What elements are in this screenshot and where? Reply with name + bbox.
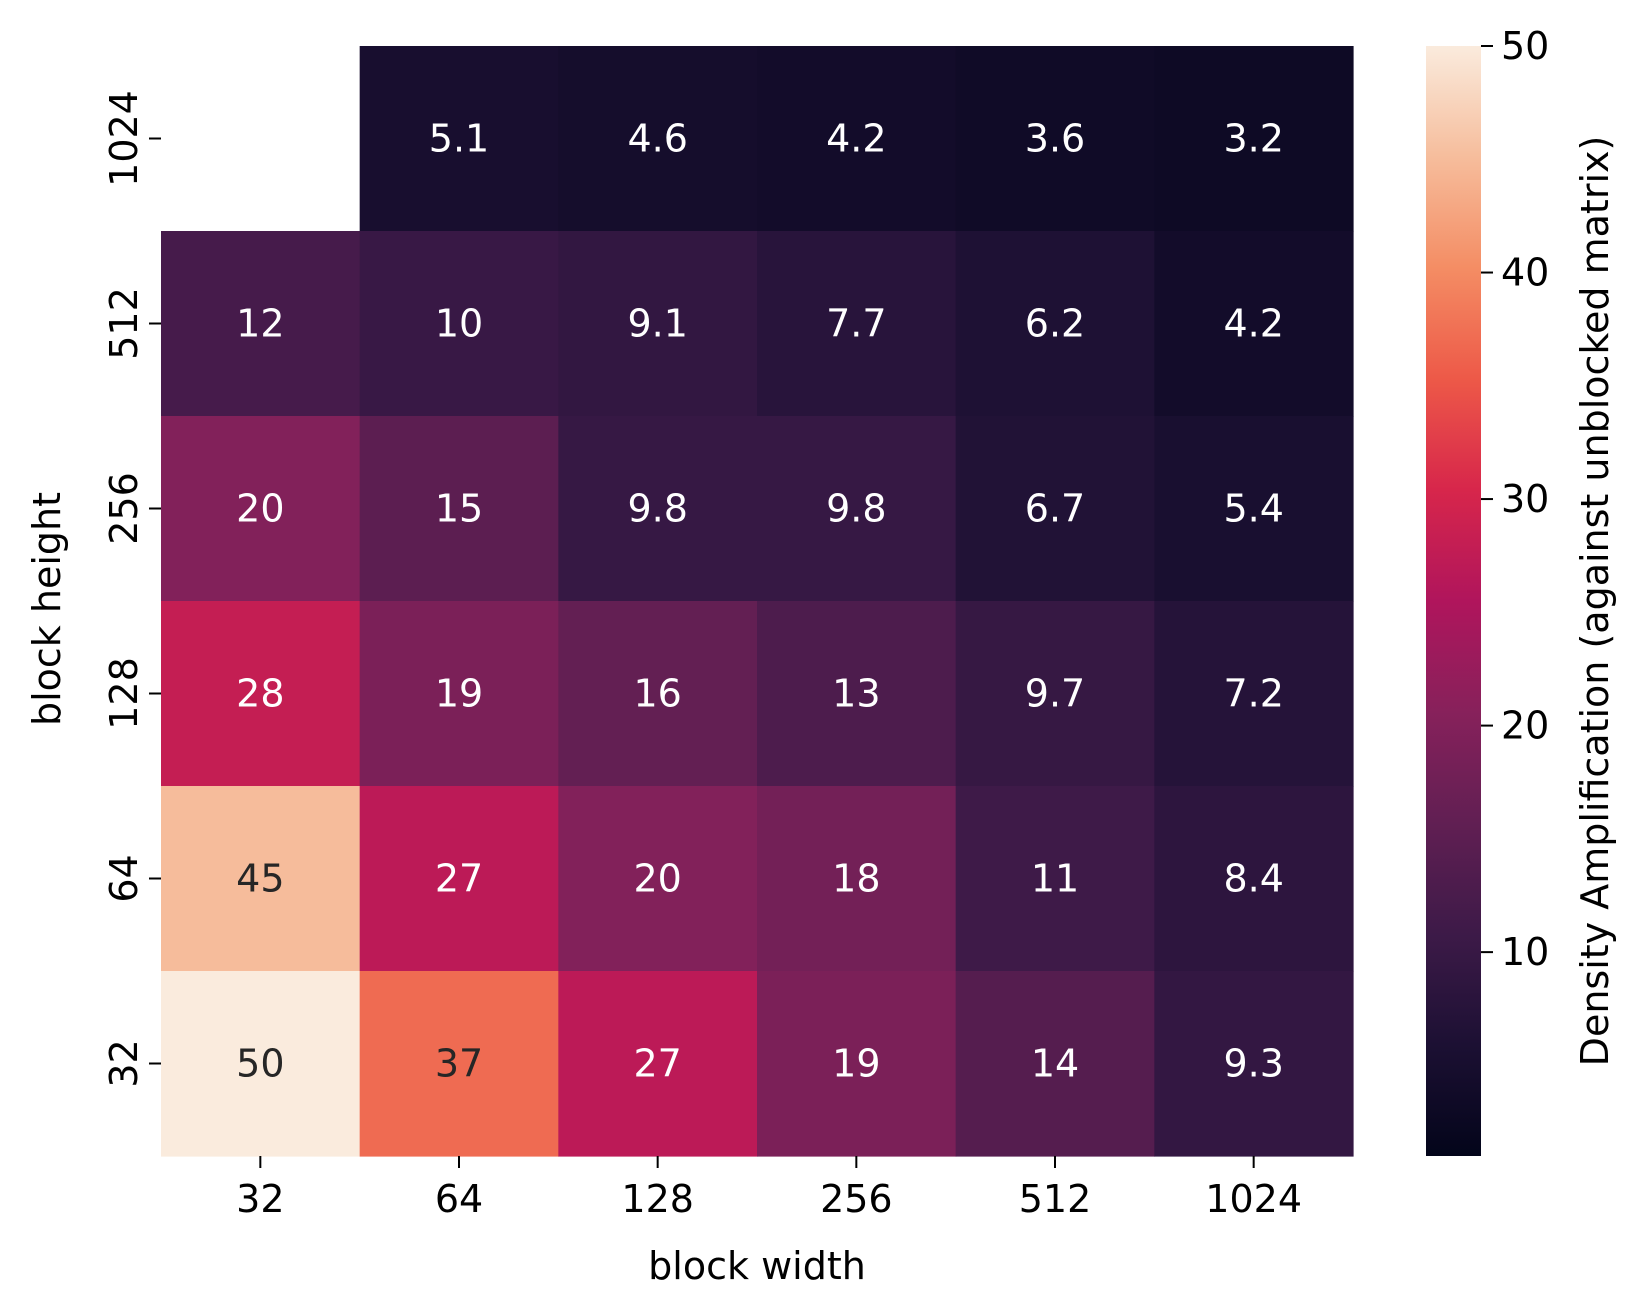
cell-value-label: 4.2 <box>1223 302 1283 346</box>
cell-value-label: 14 <box>1031 1042 1079 1086</box>
cell-value-label: 8.4 <box>1223 857 1283 901</box>
heatmap-cell <box>1154 601 1354 787</box>
cell-value-label: 3.2 <box>1223 117 1283 161</box>
heatmap-cell <box>161 231 361 417</box>
heatmap-cells: 5.1 4.6 4.2 3.6 3.2 12 10 9.1 7.7 6.2 4.2 20 15 9.8 9.… <box>161 46 1354 1157</box>
colorbar-label: Density Amplification (against unblocked… <box>1573 136 1617 1067</box>
x-tick-label: 1024 <box>1205 1177 1302 1221</box>
heatmap-cell <box>955 231 1155 417</box>
cell-value-label: 3.6 <box>1025 117 1085 161</box>
heatmap-cell <box>359 786 559 972</box>
heatmap-cell <box>955 786 1155 972</box>
cell-value-label: 7.7 <box>826 302 886 346</box>
y-tick-label: 64 <box>102 854 146 902</box>
heatmap-cell <box>955 971 1155 1157</box>
heatmap-cell <box>1154 416 1354 602</box>
cell-value-label: 9.3 <box>1223 1042 1283 1086</box>
heatmap-cell <box>558 416 758 602</box>
heatmap-cell <box>757 601 957 787</box>
cell-value-label: 9.8 <box>627 487 687 531</box>
heatmap-cell <box>558 601 758 787</box>
x-axis-label: block width <box>648 1244 866 1288</box>
x-axis: 32 64 128 256 512 1024 <box>236 1156 1302 1221</box>
cell-value-label: 19 <box>435 672 483 716</box>
cell-value-label: 9.7 <box>1025 672 1085 716</box>
heatmap-cell <box>161 601 361 787</box>
cell-value-label: 12 <box>236 302 284 346</box>
heatmap-cell <box>757 416 957 602</box>
heatmap-cell <box>955 601 1155 787</box>
heatmap-cell <box>757 786 957 972</box>
cell-value-label: 11 <box>1031 857 1079 901</box>
heatmap-cell <box>955 46 1155 232</box>
heatmap-cell <box>359 971 559 1157</box>
x-tick-label: 128 <box>621 1177 694 1221</box>
cell-value-label: 15 <box>435 487 483 531</box>
cell-value-label: 19 <box>832 1042 880 1086</box>
cell-value-label: 9.1 <box>627 302 687 346</box>
cell-value-label: 28 <box>236 672 284 716</box>
heatmap-cell <box>558 46 758 232</box>
heatmap-cell <box>1154 971 1354 1157</box>
colorbar-tick-label: 50 <box>1501 24 1549 68</box>
y-axis-label: block height <box>25 492 69 726</box>
cell-value-label: 4.2 <box>826 117 886 161</box>
colorbar-ticks: 10 20 30 40 50 <box>1481 24 1549 974</box>
colorbar <box>1426 46 1481 1156</box>
y-tick-label: 1024 <box>102 90 146 187</box>
cell-value-label: 37 <box>435 1042 483 1086</box>
y-tick-label: 256 <box>102 472 146 545</box>
cell-value-label: 27 <box>633 1042 681 1086</box>
cell-value-label: 5.4 <box>1223 487 1283 531</box>
cell-value-label: 6.2 <box>1025 302 1085 346</box>
heatmap-cell <box>161 971 361 1157</box>
heatmap-cell <box>161 416 361 602</box>
heatmap-cell <box>359 46 559 232</box>
heatmap-cell <box>1154 786 1354 972</box>
heatmap-cell <box>359 231 559 417</box>
heatmap-cell <box>359 601 559 787</box>
cell-value-label: 27 <box>435 857 483 901</box>
cell-value-label: 16 <box>633 672 681 716</box>
cell-value-label: 10 <box>435 302 483 346</box>
y-tick-label: 32 <box>102 1039 146 1087</box>
cell-value-label: 6.7 <box>1025 487 1085 531</box>
colorbar-tick-label: 30 <box>1501 477 1549 521</box>
y-tick-label: 512 <box>102 287 146 360</box>
x-tick-label: 64 <box>435 1177 483 1221</box>
heatmap-cell <box>757 971 957 1157</box>
x-tick-label: 256 <box>820 1177 893 1221</box>
cell-value-label: 18 <box>832 857 880 901</box>
heatmap-cell <box>558 231 758 417</box>
colorbar-tick-label: 40 <box>1501 251 1549 295</box>
heatmap-cell <box>1154 231 1354 417</box>
heatmap-cell <box>359 416 559 602</box>
cell-value-label: 4.6 <box>627 117 687 161</box>
heatmap-cell <box>161 786 361 972</box>
colorbar-tick-label: 20 <box>1501 704 1549 748</box>
heatmap-cell <box>1154 46 1354 232</box>
cell-value-label: 5.1 <box>429 117 489 161</box>
colorbar-tick-label: 10 <box>1501 930 1549 974</box>
cell-value-label: 45 <box>236 857 284 901</box>
y-tick-label: 128 <box>102 657 146 730</box>
x-tick-label: 512 <box>1019 1177 1092 1221</box>
x-tick-label: 32 <box>236 1177 284 1221</box>
cell-value-label: 13 <box>832 672 880 716</box>
heatmap-cell <box>955 416 1155 602</box>
cell-value-label: 7.2 <box>1223 672 1283 716</box>
cell-value-label: 50 <box>236 1042 284 1086</box>
cell-value-label: 20 <box>236 487 284 531</box>
heatmap-cell <box>558 786 758 972</box>
heatmap-cell <box>558 971 758 1157</box>
cell-value-label: 9.8 <box>826 487 886 531</box>
y-axis: 1024 512 256 128 64 32 <box>102 90 161 1088</box>
heatmap-cell <box>757 231 957 417</box>
heatmap-cell <box>757 46 957 232</box>
cell-value-label: 20 <box>633 857 681 901</box>
